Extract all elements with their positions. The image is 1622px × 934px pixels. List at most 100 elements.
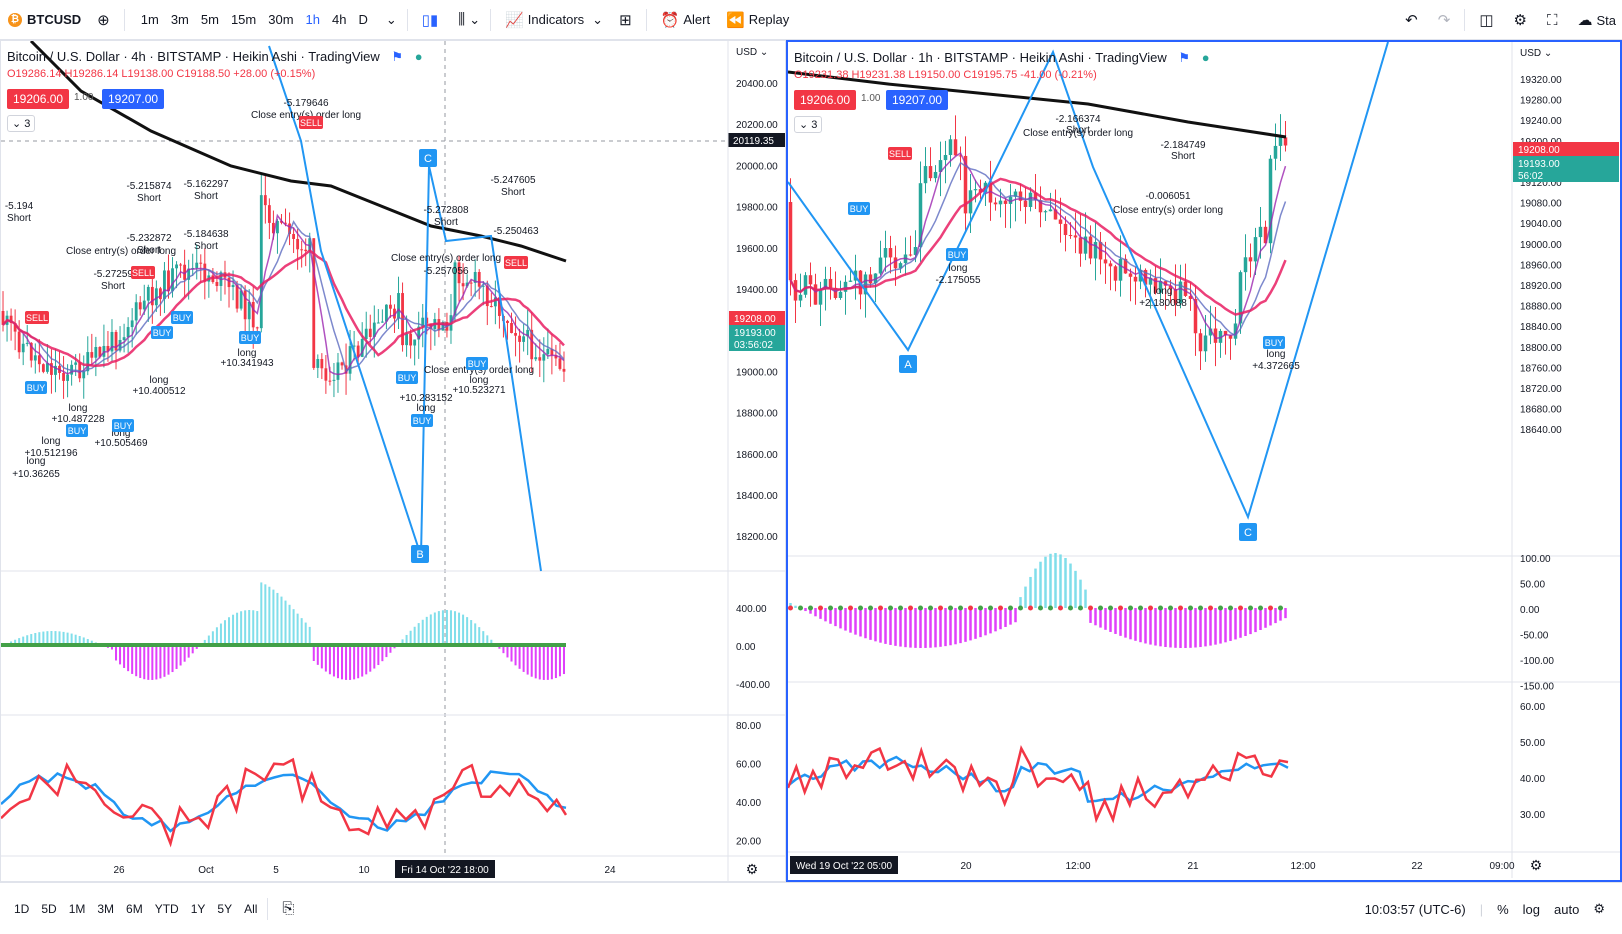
settings-icon[interactable]: ⚙ [1593, 901, 1605, 916]
range-5y[interactable]: 5Y [217, 901, 233, 916]
right-chart-pane[interactable]: USD ⌄19320.0019280.0019240.0019200.00191… [786, 40, 1622, 882]
strategy-annotation: +2.180088 [1139, 298, 1187, 309]
buy-signal-badge [396, 371, 418, 384]
interval-3m[interactable]: 3m [170, 12, 189, 27]
redo-button[interactable]: ↷ [1428, 0, 1461, 40]
candle-body [393, 308, 396, 319]
heikin-ashi-button[interactable]: ⫼ ⌄ [448, 0, 486, 40]
buy-price-button[interactable]: 19207.00 [886, 90, 949, 110]
buy-signal-badge [66, 424, 88, 437]
flag-icon[interactable]: ⚑ [1178, 50, 1191, 65]
log-toggle[interactable]: log [1522, 901, 1541, 917]
candle-body [461, 283, 465, 287]
strategy-annotation: Short [137, 245, 161, 256]
publish-button[interactable]: ☁ Sta [1567, 0, 1622, 40]
bar-style-button[interactable]: ▯▮ [412, 0, 449, 40]
interval-1m[interactable]: 1m [140, 12, 159, 27]
rsi-tick: 50.00 [1520, 738, 1545, 749]
strategy-annotation: long [27, 456, 46, 467]
candle-body [380, 321, 384, 323]
buy-signal-badge [25, 381, 47, 394]
sell-price-button[interactable]: 19206.00 [794, 90, 857, 110]
fullscreen-button[interactable]: ⛶ [1537, 0, 1568, 40]
candle-body [918, 183, 923, 248]
candle-body [320, 358, 324, 369]
interval-dropdown[interactable]: ⌄ [380, 0, 403, 40]
price-tick: 19120.00 [1520, 178, 1562, 189]
range-all[interactable]: All [244, 901, 258, 916]
macd-signal-dot [1028, 605, 1033, 611]
macd-signal-dot [1158, 605, 1163, 611]
candle-body [1188, 295, 1193, 299]
goto-date-icon[interactable]: ⎘ [282, 900, 295, 917]
range-6m[interactable]: 6M [126, 901, 143, 916]
market-status-icon: ● [1201, 50, 1210, 65]
indicators-button[interactable]: 📈 Indicators ⌄ [495, 0, 609, 40]
candle-body [1253, 237, 1258, 262]
candle-body [74, 362, 78, 365]
left-chart-canvas[interactable]: 20119.35 USD ⌄ 20400.00 20200.00 20000.00 198… [1, 41, 786, 882]
flag-icon[interactable]: ⚑ [391, 49, 404, 64]
chart-title: Bitcoin / U.S. Dollar · 4h · BITSTAMP · … [7, 49, 380, 64]
templates-button[interactable]: ⊞ [609, 0, 642, 40]
symbol-search[interactable]: ₿ BTCUSD [0, 0, 87, 40]
percent-toggle[interactable]: % [1497, 901, 1509, 917]
alert-button[interactable]: ⏰ Alert [651, 0, 716, 40]
range-1y[interactable]: 1Y [190, 901, 206, 916]
indicator-collapse-toggle[interactable]: ⌄ 3 [7, 115, 36, 132]
strategy-annotation: Close entry(s) order long [391, 253, 501, 264]
candle-body [457, 262, 461, 284]
layout-button[interactable]: ◫ [1469, 0, 1503, 40]
buy-price-button[interactable]: 19207.00 [102, 89, 165, 109]
candle-body [276, 220, 279, 234]
candle-body [163, 270, 166, 300]
rsi-tick: 40.00 [736, 798, 761, 809]
macd-signal-dot [1278, 605, 1283, 611]
pattern-point-marker [411, 545, 429, 563]
time-tick: 26 [113, 865, 125, 876]
axis-settings-icon: ⚙ [1530, 857, 1543, 873]
candle-body [1163, 281, 1168, 286]
time-tick: 24 [604, 865, 616, 876]
candle-body [271, 222, 275, 234]
interval-4h[interactable]: 4h [332, 12, 347, 27]
range-1m[interactable]: 1M [68, 901, 86, 916]
candle-body [1083, 236, 1088, 254]
undo-button[interactable]: ↶ [1395, 0, 1428, 40]
candle-body [336, 362, 340, 380]
collapse-count: 3 [811, 119, 818, 131]
buy-signal-label: BUY [241, 333, 260, 343]
chevron-down-icon: ⌄ [469, 11, 481, 27]
macd-signal-dot [928, 605, 933, 611]
indicator-collapse-toggle[interactable]: ⌄ 3 [794, 116, 823, 133]
settings-button[interactable]: ⚙ [1504, 0, 1537, 40]
publish-label: Sta [1596, 12, 1616, 28]
bitcoin-icon: ₿ [8, 12, 22, 27]
range-1d[interactable]: 1D [14, 901, 30, 916]
redo-icon: ↷ [1437, 12, 1451, 29]
right-chart-canvas[interactable]: USD ⌄19320.0019280.0019240.0019200.00191… [788, 42, 1620, 880]
replay-button[interactable]: ⏪ Replay [716, 0, 795, 40]
rsi-line [788, 744, 1289, 824]
interval-5m[interactable]: 5m [200, 12, 219, 27]
interval-15m[interactable]: 15m [230, 12, 257, 27]
clock-label[interactable]: 10:03:57 (UTC-6) [1364, 901, 1466, 917]
interval-D[interactable]: D [358, 12, 368, 27]
range-ytd[interactable]: YTD [154, 901, 179, 916]
interval-30m[interactable]: 30m [268, 12, 294, 27]
range-5d[interactable]: 5D [41, 901, 57, 916]
candle-body [1123, 258, 1128, 274]
price-tick: 19000.00 [736, 367, 778, 378]
candle-body [1203, 335, 1208, 352]
price-tick: 18960.00 [1520, 260, 1562, 271]
candle-body [82, 371, 86, 379]
ohlc-text: O19286.14 H19286.14 L19138.00 C19188.50 … [7, 68, 316, 80]
interval-1h[interactable]: 1h [305, 12, 320, 27]
candle-body [332, 379, 336, 381]
range-3m[interactable]: 3M [97, 901, 115, 916]
auto-toggle[interactable]: auto [1554, 901, 1580, 917]
left-chart-pane[interactable]: 20119.35 USD ⌄ 20400.00 20200.00 20000.00 198… [0, 40, 786, 882]
compare-button[interactable]: ⊕ [87, 0, 120, 40]
strategy-annotation: long [69, 403, 88, 414]
sell-price-button[interactable]: 19206.00 [7, 89, 70, 109]
